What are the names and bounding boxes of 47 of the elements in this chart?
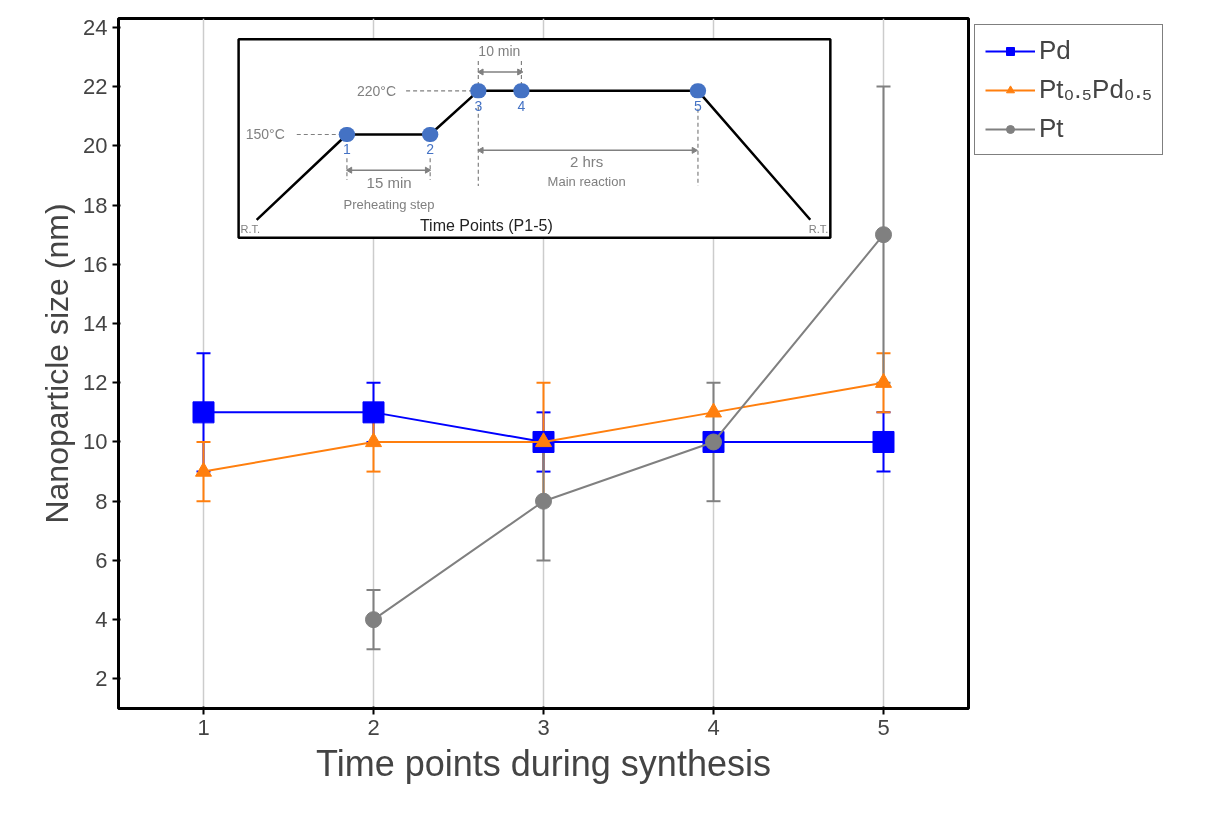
annotation: 3 bbox=[474, 97, 483, 114]
annotation: 5 bbox=[694, 97, 703, 114]
x-tick-label: 2 bbox=[367, 714, 380, 740]
annotation: 220°C bbox=[357, 82, 397, 99]
point bbox=[362, 401, 385, 424]
annotation: R.T. bbox=[808, 222, 829, 235]
legend-label: Pt bbox=[1039, 113, 1064, 144]
annotation: Preheating step bbox=[343, 197, 435, 213]
annotation: 15 min bbox=[366, 173, 412, 191]
point bbox=[535, 492, 552, 510]
annotation: 4 bbox=[517, 97, 526, 114]
x-tick-label: 3 bbox=[537, 714, 550, 740]
point bbox=[705, 402, 722, 418]
point bbox=[195, 461, 212, 477]
y-tick-label: 4 bbox=[95, 607, 108, 633]
annotation: R.T. bbox=[240, 222, 261, 235]
annotation: 150°C bbox=[245, 126, 285, 143]
point bbox=[365, 611, 382, 629]
y-tick-label: 22 bbox=[83, 74, 108, 100]
y-tick-label: 12 bbox=[83, 370, 108, 396]
y-tick-label: 14 bbox=[83, 311, 108, 337]
legend-label: Pd bbox=[1039, 35, 1071, 66]
annotation: 2 bbox=[426, 141, 435, 158]
y-axis-title: Nanoparticle size (nm) bbox=[39, 203, 76, 524]
y-tick-label: 18 bbox=[83, 192, 108, 218]
point bbox=[872, 430, 895, 453]
text: Time Points (P1-5) bbox=[419, 217, 553, 235]
annotation: 1 bbox=[343, 141, 352, 158]
y-tick-label: 2 bbox=[95, 666, 108, 692]
y-tick-label: 20 bbox=[83, 133, 108, 159]
y-tick-label: 10 bbox=[83, 429, 108, 455]
point bbox=[192, 401, 215, 424]
legend-label: Pt₀.₅Pd₀.₅ bbox=[1039, 74, 1153, 105]
x-tick-label: 5 bbox=[877, 714, 890, 740]
point bbox=[875, 373, 892, 388]
x-tick-label: 4 bbox=[707, 714, 720, 740]
annotation: Main reaction bbox=[547, 173, 626, 189]
point bbox=[875, 226, 892, 244]
point bbox=[365, 432, 382, 448]
y-tick-label: 16 bbox=[83, 251, 108, 277]
y-tick-label: 8 bbox=[95, 488, 108, 514]
annotation: 10 min bbox=[478, 43, 521, 60]
y-tick-label: 6 bbox=[95, 547, 108, 573]
x-axis-title: Time points during synthesis bbox=[316, 742, 771, 784]
x-tick-label: 1 bbox=[197, 714, 210, 740]
y-tick-label: 24 bbox=[83, 14, 108, 40]
annotation: 2 hrs bbox=[569, 152, 604, 170]
